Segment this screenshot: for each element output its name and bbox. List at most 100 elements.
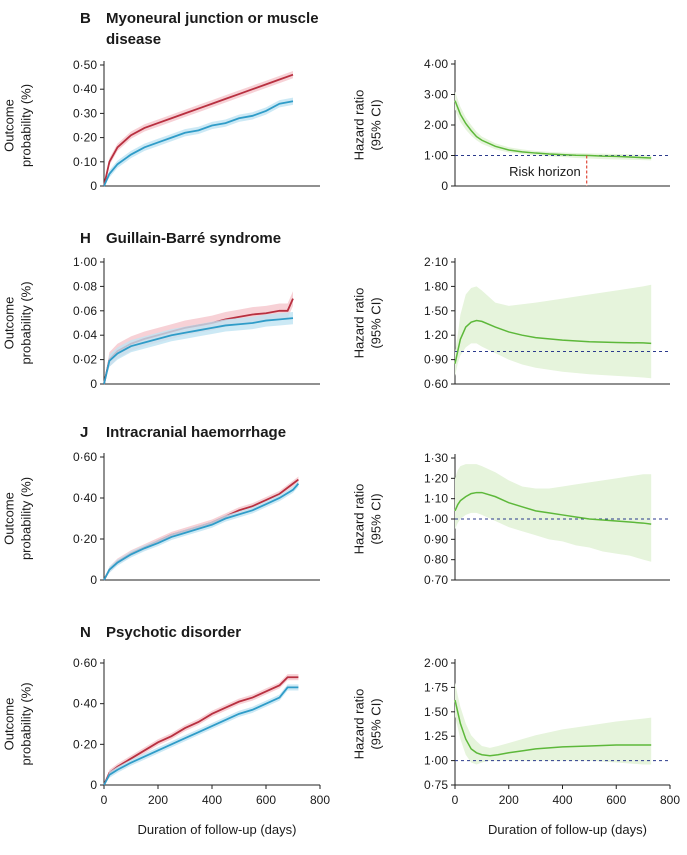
outcome-ylabel-N: probability (%) [19, 682, 34, 765]
outcome-ytick-label-B: 0·40 [73, 82, 97, 96]
panel-title-B: disease [106, 31, 161, 48]
outcome-ytick-label-N: 0·20 [73, 737, 97, 751]
outcome-ylabel-N: Outcome [2, 698, 17, 751]
outcome-ytick-label-J: 0·40 [73, 491, 97, 505]
series-line-blue-J [103, 483, 300, 581]
hazard-ylabel-B: (95% CI) [369, 99, 384, 150]
panel-title-B: Myoneural junction or muscle [106, 10, 319, 27]
panel-letter-N: N [80, 624, 91, 641]
hazard-ytick-label-N: 1·00 [424, 754, 448, 768]
hazard-ytick-label-N: 0·75 [424, 778, 448, 792]
hazard-ytick-label-N: 1·75 [424, 680, 448, 694]
outcome-ylabel-B: Outcome [2, 99, 17, 152]
outcome-ylabel-H: probability (%) [19, 281, 34, 364]
hr-line-B [454, 100, 652, 159]
hr-line-J [454, 491, 652, 525]
hazard-ytick-label-J: 1·30 [424, 451, 448, 465]
series-line-blue-H [103, 317, 294, 385]
hazard-xtick-label-N: 0 [452, 793, 459, 807]
outcome-ytick-label-J: 0 [90, 573, 97, 587]
hazard-ytick-label-J: 0·80 [424, 553, 448, 567]
hazard-ytick-label-N: 1·50 [424, 705, 448, 719]
outcome-ytick-label-N: 0·60 [73, 656, 97, 670]
hazard-xtick-label-N: 800 [660, 793, 680, 807]
outcome-xtick-label-N: 200 [148, 793, 168, 807]
ci-band-blue-J [104, 480, 299, 580]
outcome-xtick-label-N: 800 [310, 793, 330, 807]
hazard-ytick-label-H: 0·60 [424, 377, 448, 391]
hazard-ytick-label-J: 1·20 [424, 471, 448, 485]
outcome-ytick-label-B: 0·10 [73, 155, 97, 169]
hazard-ytick-label-H: 1·20 [424, 328, 448, 342]
outcome-ytick-label-J: 0·60 [73, 450, 97, 464]
outcome-ytick-label-N: 0 [90, 778, 97, 792]
hazard-xtick-label-N: 600 [606, 793, 626, 807]
outcome-xtick-label-N: 400 [202, 793, 222, 807]
hazard-ytick-label-J: 0·90 [424, 532, 448, 546]
hazard-ylabel-H: (95% CI) [369, 297, 384, 348]
hazard-ytick-label-H: 1·50 [424, 304, 448, 318]
panel-title-N: Psychotic disorder [106, 624, 241, 641]
outcome-ytick-label-H: 0 [90, 377, 97, 391]
outcome-ylabel-B: probability (%) [19, 84, 34, 167]
ci-band-blue-N [104, 684, 299, 785]
hazard-xlabel: Duration of follow-up (days) [488, 822, 647, 837]
panel-letter-J: J [80, 424, 88, 441]
outcome-ytick-label-B: 0·50 [73, 58, 97, 72]
outcome-ytick-label-J: 0·20 [73, 532, 97, 546]
hazard-ylabel-J: Hazard ratio [352, 484, 367, 555]
hr-ci-band-N [455, 682, 652, 765]
hazard-ylabel-N: Hazard ratio [352, 689, 367, 760]
panel-letter-H: H [80, 230, 91, 247]
hazard-ytick-label-H: 2·10 [424, 255, 448, 269]
hazard-ytick-label-N: 1·25 [424, 729, 448, 743]
hazard-xtick-label-N: 400 [552, 793, 572, 807]
outcome-ytick-label-B: 0·20 [73, 131, 97, 145]
hazard-ytick-label-B: 4·00 [424, 57, 448, 71]
outcome-ytick-label-H: 0·08 [73, 279, 97, 293]
hazard-ytick-label-J: 1·10 [424, 492, 448, 506]
hazard-xtick-label-N: 200 [499, 793, 519, 807]
outcome-xtick-label-N: 600 [256, 793, 276, 807]
hazard-ytick-label-J: 0·70 [424, 573, 448, 587]
hazard-ylabel-H: Hazard ratio [352, 288, 367, 359]
panel-title-H: Guillain-Barré syndrome [106, 230, 281, 247]
ci-band-blue-B [104, 97, 293, 186]
hazard-ytick-label-B: 3·00 [424, 88, 448, 102]
hazard-ytick-label-B: 1·00 [424, 149, 448, 163]
outcome-ylabel-J: Outcome [2, 492, 17, 545]
hr-line-N [454, 699, 652, 757]
outcome-xlabel: Duration of follow-up (days) [138, 822, 297, 837]
outcome-ytick-label-H: 0·06 [73, 304, 97, 318]
outcome-ytick-label-H: 0·02 [73, 353, 97, 367]
outcome-ytick-label-H: 0·04 [73, 328, 97, 342]
outcome-ytick-label-N: 0·40 [73, 697, 97, 711]
series-line-red-N [103, 676, 299, 786]
series-line-blue-B [103, 100, 294, 187]
panel-letter-B: B [80, 10, 91, 27]
outcome-ytick-label-B: 0·30 [73, 106, 97, 120]
outcome-ylabel-J: probability (%) [19, 477, 34, 560]
outcome-ytick-label-B: 0 [90, 179, 97, 193]
hazard-ytick-label-J: 1·00 [424, 512, 448, 526]
hazard-ytick-label-B: 0 [441, 179, 448, 193]
series-line-red-B [103, 73, 294, 187]
outcome-ylabel-H: Outcome [2, 297, 17, 350]
hazard-ylabel-B: Hazard ratio [352, 90, 367, 161]
risk-horizon-label: Risk horizon [509, 164, 581, 179]
hr-ci-band-B [455, 91, 652, 161]
ci-band-red-H [104, 291, 293, 384]
series-line-blue-N [103, 686, 299, 786]
hazard-ylabel-J: (95% CI) [369, 493, 384, 544]
hr-ci-band-H [455, 284, 652, 379]
panel-title-J: Intracranial haemorrhage [106, 424, 286, 441]
outcome-ytick-label-H: 1·00 [73, 255, 97, 269]
hr-line-H [454, 319, 652, 364]
hazard-ytick-label-N: 2·00 [424, 656, 448, 670]
hazard-ytick-label-H: 0·90 [424, 353, 448, 367]
outcome-xtick-label-N: 0 [101, 793, 108, 807]
hazard-ylabel-N: (95% CI) [369, 698, 384, 749]
hazard-ytick-label-B: 2·00 [424, 118, 448, 132]
hazard-ytick-label-H: 1·80 [424, 279, 448, 293]
